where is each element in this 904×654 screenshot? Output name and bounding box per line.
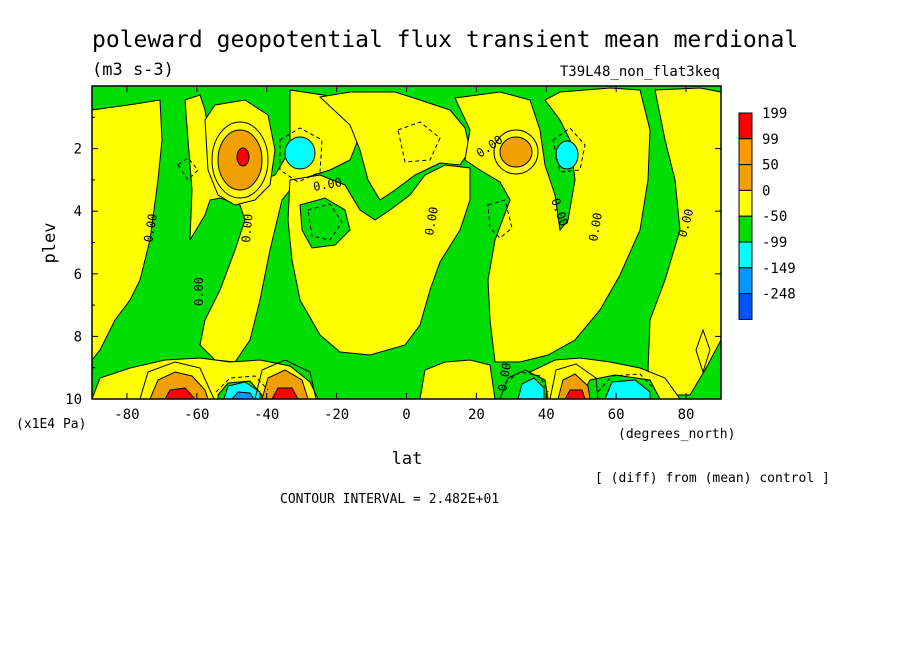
surface-max-north-core [564, 389, 586, 399]
chart-units: (m3 s-3) [92, 60, 174, 80]
legend-swatch [738, 215, 753, 243]
x-tick-label: 60 [608, 407, 625, 423]
contour-label-1: 0.00 [141, 213, 160, 244]
legend-label: -50 [762, 209, 787, 225]
positive-region-north-top [318, 91, 471, 201]
x-tick-label: 0 [402, 407, 410, 423]
y-tick-label: 6 [74, 267, 82, 283]
min-south [284, 136, 316, 170]
plot-area [92, 86, 721, 399]
contour-label-4: 0.00 [312, 175, 343, 194]
surface-min-south-core [231, 391, 255, 399]
legend-label: 199 [762, 106, 787, 122]
x-tick-label: -40 [254, 407, 279, 423]
negative-pocket-central [299, 197, 351, 249]
legend-swatch [738, 293, 753, 320]
run-name: T39L48_non_flat3keq [560, 64, 720, 80]
color-legend: 199 99 50 0 -50 -99 -149 -248 [738, 106, 796, 320]
y-axis-units: (x1E4 Pa) [16, 417, 86, 432]
min-north [555, 140, 579, 170]
positive-region-patch-north [695, 328, 711, 374]
legend-swatch [738, 267, 753, 295]
legend-label: 0 [762, 183, 770, 199]
contour-label-10: 0.00 [495, 362, 514, 393]
legend-label: -149 [762, 261, 796, 277]
x-axis-units: (degrees_north) [618, 427, 735, 442]
legend-label: -99 [762, 235, 787, 251]
surface-max-south-east [261, 369, 309, 399]
positive-region-west [92, 99, 163, 361]
legend-label: -248 [762, 287, 796, 303]
x-tick-label: -80 [114, 407, 139, 423]
x-axis: -80 -60 -40 -20 0 20 40 60 80 [114, 86, 694, 423]
y-tick-label: 8 [74, 329, 82, 345]
surface-min-north-west [517, 377, 545, 399]
legend-swatch [738, 164, 753, 191]
legend-swatch [738, 112, 753, 140]
y-tick-label: 10 [65, 392, 82, 408]
solid-contours [139, 121, 599, 399]
x-tick-label: -20 [324, 407, 349, 423]
contour-label-5: 0.00 [422, 206, 441, 237]
legend-swatch [738, 189, 753, 217]
max-south-inner [236, 147, 250, 167]
y-axis-label: plev [40, 223, 60, 264]
y-tick-label: 2 [74, 142, 82, 158]
contour-label-3: 0.00 [239, 213, 255, 243]
surface-max-south-east-core [271, 387, 299, 399]
y-tick-label: 4 [74, 204, 82, 220]
legend-label: 50 [762, 158, 779, 174]
contour-label-8: 0.00 [586, 212, 605, 243]
contour-interval: CONTOUR INTERVAL = 2.482E+01 [280, 492, 499, 507]
legend-swatch [738, 241, 753, 269]
surface-max-south-west-core [164, 387, 196, 399]
positive-region-surface-equator [419, 359, 496, 399]
chart-title: poleward geopotential flux transient mea… [92, 27, 798, 53]
x-axis-label: lat [392, 449, 423, 469]
dashed-contours [177, 121, 656, 393]
x-tick-label: -60 [184, 407, 209, 423]
comparison-note: [ (diff) from (mean) control ] [595, 471, 830, 486]
x-tick-label: 80 [678, 407, 695, 423]
legend-swatch [738, 138, 753, 166]
contour-label-2: 0.00 [192, 277, 206, 306]
x-tick-label: 20 [468, 407, 485, 423]
max-north-outer [499, 136, 533, 168]
x-tick-label: 40 [538, 407, 555, 423]
legend-label: 99 [762, 132, 779, 148]
surface-max-south-west [149, 371, 209, 399]
y-axis: 2 4 6 8 10 [65, 116, 721, 408]
